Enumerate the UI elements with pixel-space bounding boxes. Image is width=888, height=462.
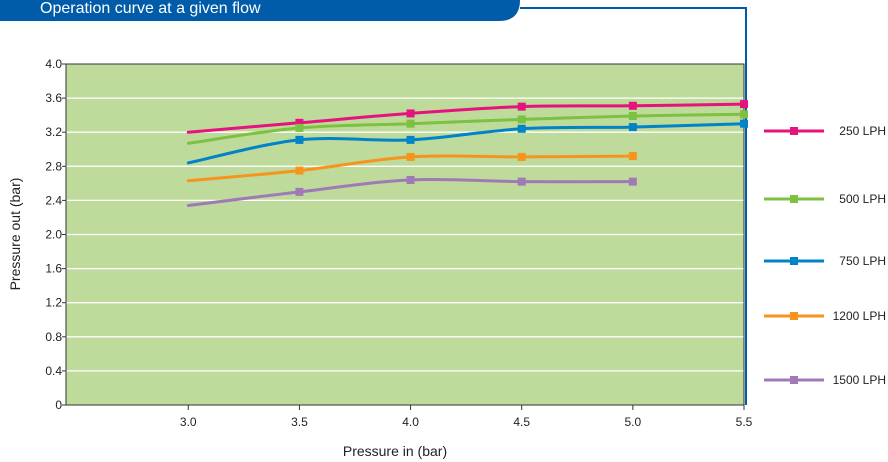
series-line-250-lph (186, 102, 746, 134)
data-point-1500-lph (628, 177, 637, 186)
data-point-1200-lph (517, 152, 526, 161)
data-point-750-lph (517, 124, 526, 133)
x-tick-label: 5.5 (736, 415, 753, 429)
series-group (186, 100, 748, 207)
data-point-750-lph (406, 135, 415, 144)
x-tick-label: 3.5 (291, 415, 308, 429)
y-axis-title: Pressure out (bar) (7, 178, 23, 291)
data-point-750-lph (295, 135, 304, 144)
legend-marker-1500-lph (790, 376, 798, 384)
banner-connector-line (520, 7, 747, 405)
y-tick-label: 1.6 (45, 262, 62, 276)
data-point-1200-lph (295, 166, 304, 175)
legend-label-250-lph: 250 LPH (839, 124, 886, 138)
x-axis-title: Pressure in (bar) (343, 443, 447, 459)
chart-title: Operation curve at a given flow (40, 0, 261, 17)
y-tick-label: 0.4 (45, 364, 62, 378)
x-axis: 3.0 3.5 4.0 4.5 5.0 5.5 (180, 405, 753, 429)
data-point-500-lph (628, 112, 637, 121)
data-point-750-lph (628, 123, 637, 132)
legend: 250 LPH 500 LPH 750 LPH 1200 LPH 1500 LPH (764, 124, 886, 387)
grid-lines (66, 97, 744, 372)
y-tick-label: 2.4 (45, 193, 62, 207)
data-point-500-lph (406, 119, 415, 128)
legend-label-1500-lph: 1500 LPH (833, 373, 886, 387)
x-tick-label: 5.0 (625, 415, 642, 429)
x-tick-label: 3.0 (180, 415, 197, 429)
legend-label-500-lph: 500 LPH (839, 192, 886, 206)
data-point-250-lph (406, 109, 415, 118)
data-point-750-lph (740, 119, 748, 128)
y-tick-label: 2.8 (45, 159, 62, 173)
legend-marker-500-lph (790, 195, 798, 203)
data-point-500-lph (740, 110, 748, 119)
data-point-250-lph (740, 100, 748, 109)
y-tick-label: 3.2 (45, 125, 62, 139)
y-tick-label: 4.0 (45, 57, 62, 71)
legend-label-750-lph: 750 LPH (839, 254, 886, 268)
data-point-1500-lph (295, 187, 304, 196)
y-tick-label: 2.0 (45, 228, 62, 242)
legend-marker-250-lph (790, 127, 798, 135)
data-point-250-lph (628, 101, 637, 110)
legend-marker-1200-lph (790, 312, 798, 320)
x-tick-label: 4.0 (402, 415, 419, 429)
legend-marker-750-lph (790, 257, 798, 265)
data-point-250-lph (517, 102, 526, 111)
series-line-750-lph (186, 122, 746, 165)
legend-label-1200-lph: 1200 LPH (833, 309, 886, 323)
data-point-500-lph (517, 115, 526, 124)
y-axis: 0 0.4 0.8 1.2 1.6 2.0 2.4 2.8 3.2 3.6 4.0 (45, 57, 66, 412)
data-point-1500-lph (517, 177, 526, 186)
x-tick-label: 4.5 (513, 415, 530, 429)
y-tick-label: 3.6 (45, 91, 62, 105)
series-line-500-lph (186, 112, 746, 145)
y-tick-label: 0 (55, 398, 62, 412)
data-point-1200-lph (406, 152, 415, 161)
data-point-250-lph (295, 118, 304, 127)
y-tick-label: 0.8 (45, 330, 62, 344)
title-banner (0, 0, 520, 21)
data-point-1200-lph (628, 152, 637, 161)
data-point-500-lph (295, 123, 304, 132)
y-tick-label: 1.2 (45, 296, 62, 310)
data-point-1500-lph (406, 175, 415, 184)
